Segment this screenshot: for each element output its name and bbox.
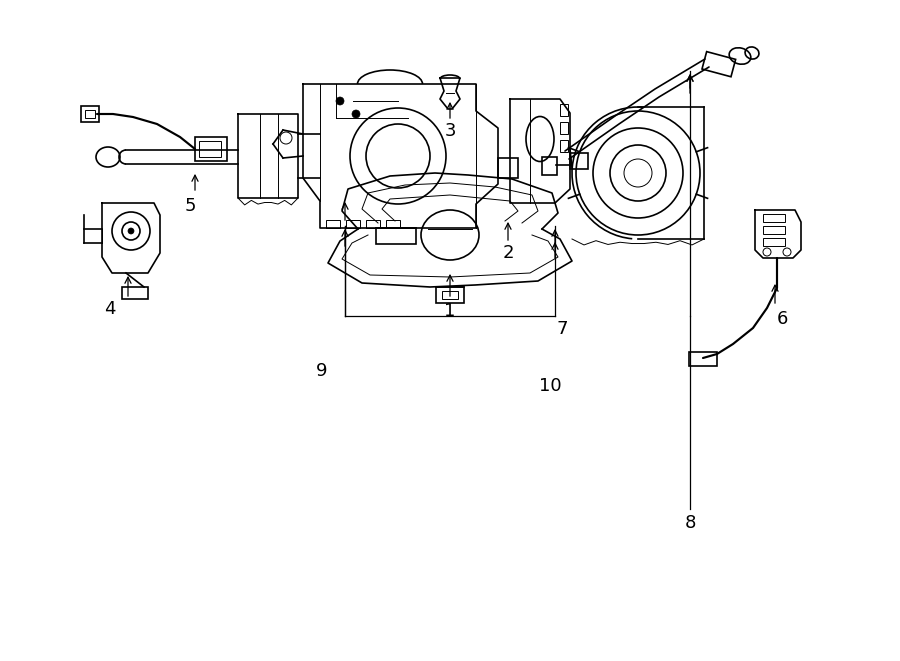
Circle shape [352, 110, 360, 118]
Bar [122, 287, 148, 299]
Circle shape [336, 97, 344, 105]
Bar [436, 287, 464, 303]
Bar [195, 137, 227, 161]
Bar [326, 220, 340, 228]
Bar [85, 110, 95, 118]
Circle shape [128, 228, 134, 234]
Bar [689, 352, 717, 366]
Bar [366, 220, 380, 228]
Bar [442, 291, 458, 299]
Bar [81, 106, 99, 122]
Bar [763, 226, 785, 234]
Bar [542, 157, 557, 175]
Text: 1: 1 [445, 302, 455, 320]
Text: 8: 8 [684, 514, 696, 532]
Text: 5: 5 [184, 197, 196, 215]
Bar [763, 238, 785, 246]
Text: 2: 2 [502, 244, 514, 262]
Bar [376, 228, 416, 244]
Text: 4: 4 [104, 300, 116, 318]
Bar [570, 153, 588, 169]
Bar [702, 52, 735, 77]
Bar [498, 158, 518, 178]
Text: 3: 3 [445, 122, 455, 140]
Bar [346, 220, 360, 228]
Text: 9: 9 [316, 362, 328, 380]
Bar [560, 140, 568, 152]
Bar [763, 214, 785, 222]
Bar [199, 141, 221, 157]
Bar [560, 104, 568, 116]
Text: 6: 6 [777, 310, 788, 328]
Bar [386, 220, 400, 228]
Text: 7: 7 [556, 320, 568, 338]
Bar [560, 122, 568, 134]
Text: 10: 10 [539, 377, 562, 395]
